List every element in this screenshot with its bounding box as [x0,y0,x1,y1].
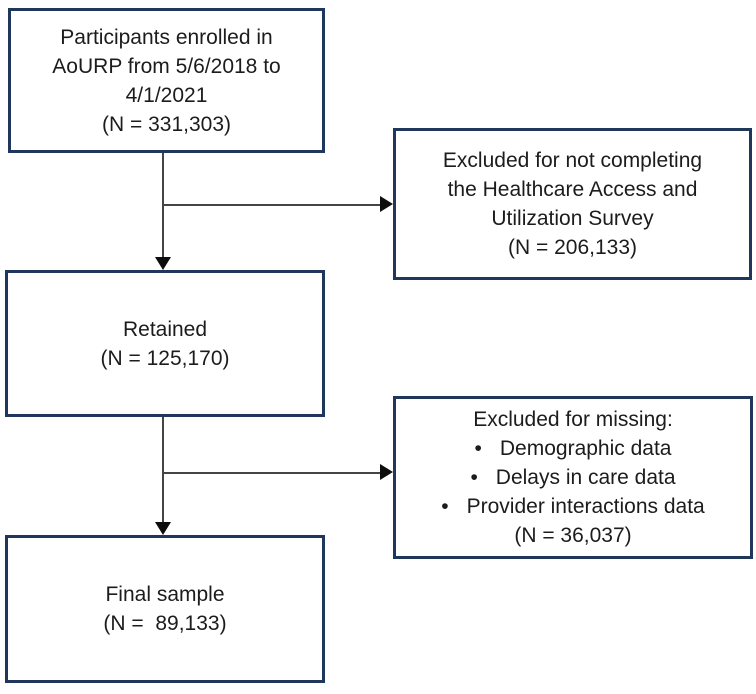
box-excluded-survey: Excluded for not completing the Healthca… [393,128,752,280]
box-enrolled-line: AoURP from 5/6/2018 to [52,54,281,78]
box-excluded-survey-line: Excluded for not completing [442,149,703,172]
box-final-sample-label: Final sample [105,583,225,606]
arrowhead-down-icon [155,257,171,270]
box-excluded-missing: Excluded for missing: • Demographic data … [393,396,753,559]
box-retained: Retained (N = 125,170) [5,270,325,417]
bullet-item-label: Provider interactions data [466,495,705,518]
box-retained-label: Retained [122,317,208,341]
arrowhead-down-icon [155,522,171,535]
bullet-item-delays: • Delays in care data [470,463,675,492]
box-enrolled-line: 4/1/2021 [125,83,208,107]
bullet-item-provider: • Provider interactions data [441,492,705,521]
box-final-sample: Final sample (N = 89,133) [5,535,325,683]
box-excluded-survey-line: Utilization Survey [491,207,654,230]
box-excluded-survey-line: the Healthcare Access and [447,178,698,201]
box-excluded-survey-count: (N = 206,133) [508,236,637,259]
box-excluded-missing-count: (N = 36,037) [514,524,632,547]
arrowhead-right-icon [380,196,393,212]
bullet-icon: • [474,437,482,460]
bullet-item-label: Demographic data [499,437,672,460]
connector-enrolled-to-retained [162,153,164,259]
box-enrolled-count: (N = 331,303) [102,112,231,136]
connector-branch-to-excluded-survey [163,204,382,206]
arrowhead-right-icon [380,464,393,480]
box-excluded-missing-title: Excluded for missing: [473,408,673,431]
bullet-icon: • [470,466,478,489]
box-retained-count: (N = 125,170) [100,346,230,370]
bullet-item-label: Delays in care data [495,466,676,489]
box-enrolled-line: Participants enrolled in [60,25,273,49]
box-participants-enrolled: Participants enrolled in AoURP from 5/6/… [8,8,325,153]
bullet-icon: • [441,495,449,518]
connector-retained-to-final [162,417,164,524]
box-final-sample-count: (N = 89,133) [103,612,227,635]
connector-branch-to-excluded-missing [163,472,382,474]
bullet-item-demographic: • Demographic data [475,434,672,463]
